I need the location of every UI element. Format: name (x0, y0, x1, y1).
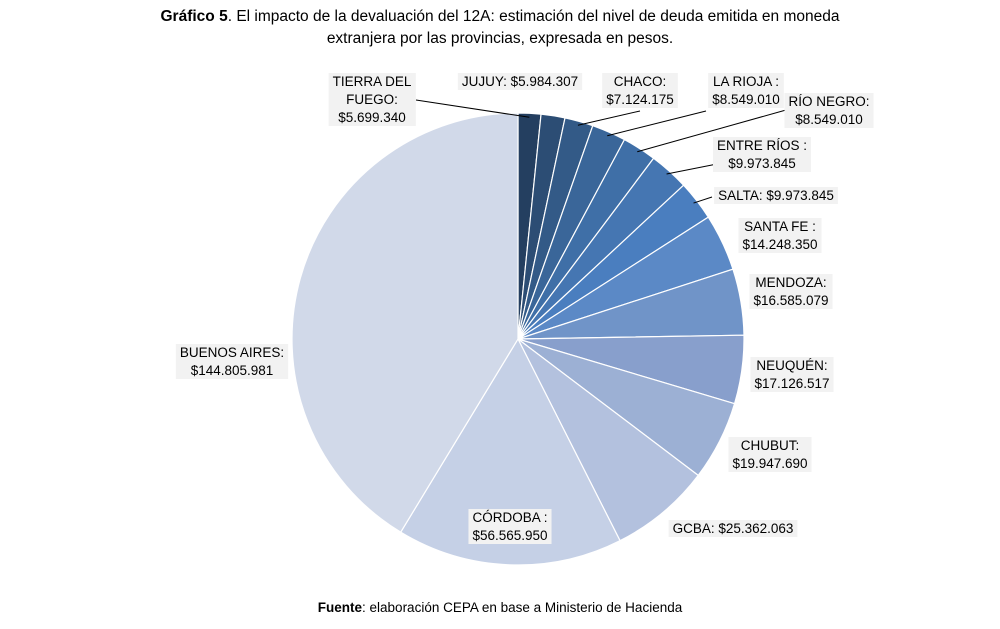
slice-label: CHACO: $7.124.175 (602, 73, 678, 108)
slice-labels: TIERRA DEL FUEGO: $5.699.340 JUJUY: $5.984.… (175, 73, 874, 544)
slice-label-text: BUENOS AIRES: (180, 345, 284, 360)
slice-label-text: $14.248.350 (742, 237, 817, 252)
slice-label-background (750, 357, 834, 392)
slice-label-background (457, 73, 583, 90)
slice-label-text: RÍO NEGRO: (788, 94, 869, 109)
chart-title-prefix: Gráfico 5 (160, 8, 228, 25)
leader-line (637, 109, 787, 153)
slice-label-background (175, 344, 289, 379)
slice-label-text: ENTRE RÍOS : (717, 138, 807, 153)
slice-label: LA RIOJA : $8.549.010 (708, 73, 784, 108)
slice-label-text: CHACO: (614, 74, 667, 89)
slice-label-text: FUEGO: (346, 92, 398, 107)
slice-label-background (714, 187, 838, 204)
slice-label-text: TIERRA DEL (333, 74, 412, 89)
slice-label-text: NEUQUÉN: (756, 358, 827, 373)
slice-label-text: $16.585.079 (753, 293, 828, 308)
leader-line (666, 162, 723, 175)
source-prefix: Fuente (317, 600, 363, 615)
slice-label-text: CÓRDOBA : (472, 510, 547, 525)
slice-label-background (728, 437, 812, 472)
slice-label-background (738, 218, 822, 253)
leader-lines (415, 99, 787, 204)
slice-label-text: SANTA FE : (744, 219, 816, 234)
pie-slice-gcba (517, 338, 700, 542)
slice-label: JUJUY: $5.984.307 (457, 73, 583, 90)
leader-line (607, 110, 707, 137)
leader-line (693, 196, 713, 204)
source-text: : elaboración CEPA en base a Ministerio … (362, 600, 683, 615)
chart-title: Gráfico 5. El impacto de la devaluación … (0, 6, 1000, 50)
slice-label-text: $56.565.950 (472, 528, 547, 543)
slice-label-text: $8.549.010 (795, 112, 863, 127)
slice-label-text: $9.973.845 (728, 156, 796, 171)
chart-title-line2: extranjera por las provincias, expresada… (326, 30, 674, 47)
slice-label-text: $144.805.981 (191, 363, 274, 378)
slice-label-text: LA RIOJA : (713, 74, 779, 89)
slice-label: NEUQUÉN: $17.126.517 (750, 357, 834, 392)
pie-slice-córdoba (399, 337, 621, 566)
slice-label: TIERRA DEL FUEGO: $5.699.340 (328, 73, 416, 126)
slice-label-text: $19.947.690 (732, 456, 807, 471)
slice-label-text: CHUBUT: (741, 438, 800, 453)
slice-label-background (328, 73, 416, 126)
slice-label-text: SALTA: $9.973.845 (718, 188, 834, 203)
slice-label-text: GCBA: $25.362.063 (673, 521, 794, 536)
slice-label-text: JUJUY: $5.984.307 (462, 74, 578, 89)
slice-label-text: MENDOZA: (755, 275, 826, 290)
slice-label: SALTA: $9.973.845 (714, 187, 838, 204)
slice-label: GCBA: $25.362.063 (668, 520, 798, 537)
slice-label: SANTA FE : $14.248.350 (738, 218, 822, 253)
slice-label-text: $8.549.010 (712, 92, 780, 107)
chart-source: Fuente: elaboración CEPA en base a Minis… (0, 600, 1000, 615)
slice-label-background (668, 520, 798, 537)
slice-label-text: $5.699.340 (338, 110, 406, 125)
slice-label-text: $17.126.517 (754, 376, 829, 391)
slice-label-background (708, 73, 784, 108)
slice-label-text: $7.124.175 (606, 92, 674, 107)
pie-slices (291, 112, 745, 566)
slice-label-background (749, 274, 833, 309)
leader-line (577, 110, 641, 126)
slice-label: ENTRE RÍOS : $9.973.845 (712, 137, 812, 172)
slice-label-background (784, 93, 874, 128)
slice-label-background (602, 73, 678, 108)
slice-label: BUENOS AIRES: $144.805.981 (175, 344, 289, 379)
slice-label: CHUBUT: $19.947.690 (728, 437, 812, 472)
leader-line (415, 99, 530, 118)
slice-label-background (468, 509, 552, 544)
slice-label-background (712, 137, 812, 172)
slice-label: CÓRDOBA : $56.565.950 (468, 509, 552, 544)
pie-slice-buenos-aires (291, 112, 519, 533)
slice-label: RÍO NEGRO: $8.549.010 (784, 93, 874, 128)
chart-title-line1: . El impacto de la devaluación del 12A: … (227, 8, 840, 25)
slice-label: MENDOZA: $16.585.079 (749, 274, 833, 309)
